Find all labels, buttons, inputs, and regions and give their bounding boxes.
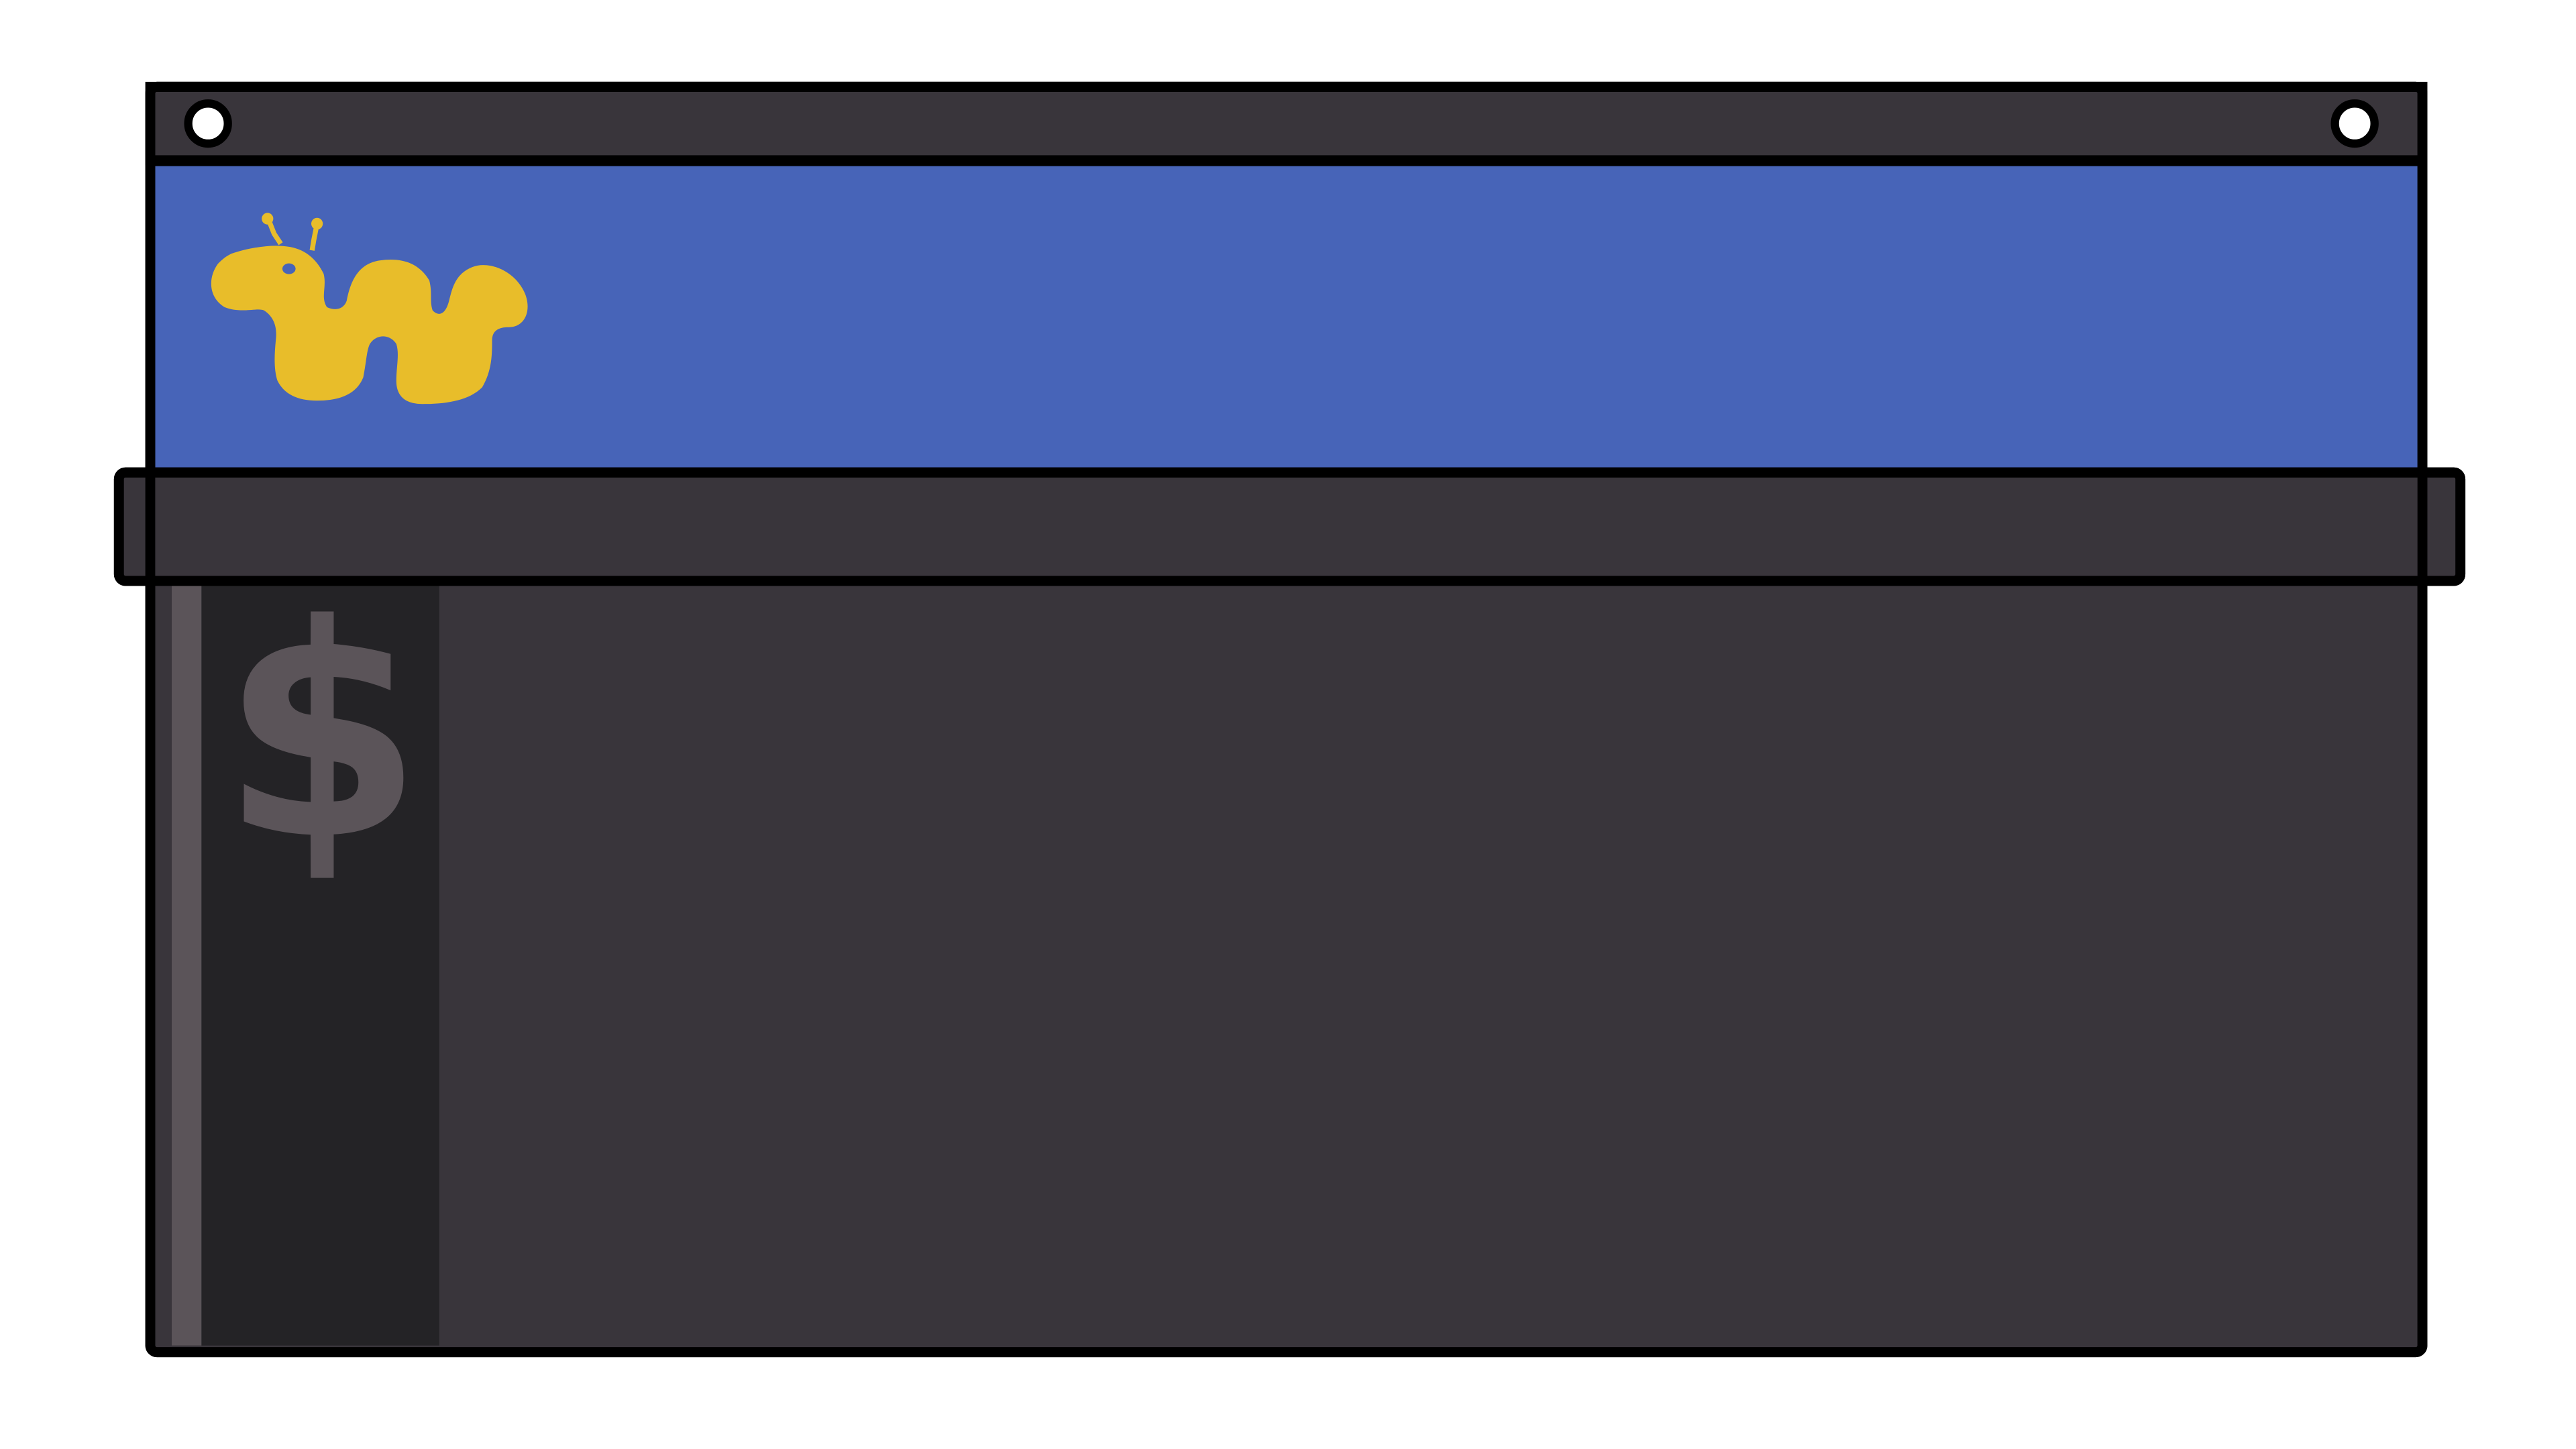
shelf-bar (113, 467, 2466, 586)
screw-hole-left-icon (184, 99, 232, 148)
screw-hole-right-icon (2330, 99, 2379, 148)
header-band (155, 163, 2418, 471)
title-bar (145, 81, 2428, 166)
prompt-symbol: $ (221, 562, 423, 904)
gutter-stripe (172, 586, 202, 1346)
worm-logo-icon (211, 213, 528, 405)
prompt-gutter (172, 586, 439, 1346)
